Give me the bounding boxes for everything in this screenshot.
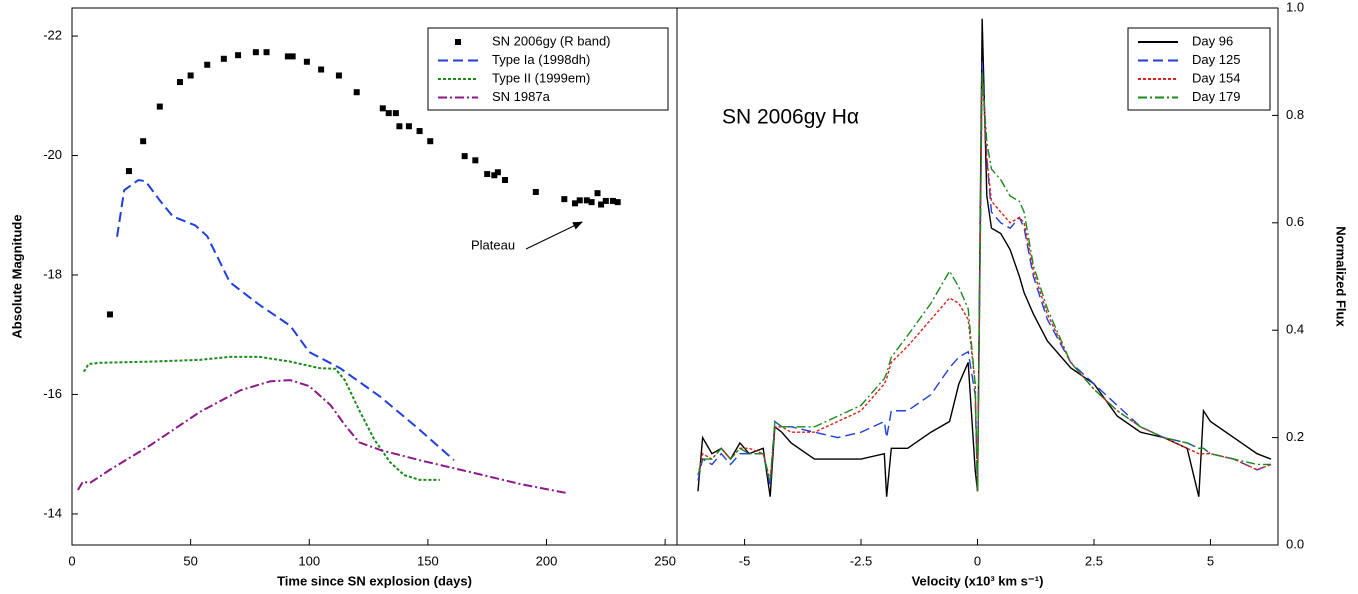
data-point [204, 61, 211, 68]
data-point [396, 123, 403, 130]
legend-marker [455, 39, 461, 45]
data-point [461, 153, 468, 160]
annotation: Plateau [471, 237, 515, 252]
y-tick-label: 0.4 [1286, 322, 1304, 337]
data-point [416, 128, 423, 135]
y-axis-label: Absolute Magnitude [9, 214, 24, 338]
y-tick-label: -18 [43, 266, 62, 281]
x-axis-label: Time since SN explosion (days) [277, 573, 472, 588]
legend-label: Type Ia (1998dh) [492, 52, 590, 67]
x-tick-label: -5 [739, 553, 751, 568]
annotation: SN 2006gy Hα [722, 106, 859, 129]
y-tick-label: 0.6 [1286, 214, 1304, 229]
data-point [335, 72, 342, 79]
data-point [220, 55, 227, 62]
data-point [263, 49, 270, 56]
legend-box [427, 27, 669, 111]
x-tick-label: 250 [654, 553, 676, 568]
y-tick-label: 0.8 [1286, 107, 1304, 122]
data-point [602, 197, 609, 204]
legend-label: Day 96 [1192, 33, 1233, 48]
series-line [697, 18, 1272, 497]
legend-label: Type II (1999em) [492, 70, 590, 85]
data-point [571, 200, 578, 207]
series-line [697, 72, 1272, 492]
legend-label: SN 2006gy (R band) [492, 33, 611, 48]
y-tick-label: -14 [43, 505, 62, 520]
data-point [235, 52, 242, 59]
plot-area [697, 18, 1272, 497]
data-point [106, 311, 113, 318]
data-point [405, 123, 412, 130]
data-point [427, 138, 434, 145]
data-point [561, 196, 568, 203]
x-tick-label: -2.5 [850, 553, 872, 568]
y-tick-label: 0.0 [1286, 536, 1304, 551]
y-tick-label: 0.2 [1286, 429, 1304, 444]
y-tick-label: -16 [43, 386, 62, 401]
data-point [156, 103, 163, 110]
y-tick-label: 1.0 [1286, 0, 1304, 14]
legend-label: SN 1987a [492, 89, 551, 104]
x-tick-label: 0 [68, 553, 75, 568]
x-tick-label: 2.5 [1085, 553, 1103, 568]
series-line [83, 355, 440, 481]
data-point [614, 199, 621, 206]
data-point [379, 105, 386, 112]
x-tick-label: 0 [974, 553, 981, 568]
x-tick-label: 5 [1207, 553, 1214, 568]
data-point [532, 188, 539, 195]
series-line [697, 72, 1272, 492]
data-point [353, 89, 360, 96]
data-point [289, 53, 296, 60]
y-axis-label: Normalized Flux [1334, 226, 1349, 327]
data-point [583, 197, 590, 204]
x-tick-label: 200 [536, 553, 558, 568]
data-point [176, 79, 183, 86]
data-point [576, 197, 583, 204]
legend-label: Day 125 [1192, 52, 1240, 67]
data-point [318, 66, 325, 73]
data-point [385, 110, 392, 117]
data-point [140, 138, 147, 145]
data-point [598, 201, 605, 208]
data-point [594, 190, 601, 197]
y-tick-label: -20 [43, 147, 62, 162]
legend-label: Day 179 [1192, 89, 1240, 104]
x-tick-label: 100 [298, 553, 320, 568]
data-point [494, 169, 501, 176]
annotation-arrow [525, 221, 583, 250]
data-point [588, 199, 595, 206]
data-point [609, 197, 616, 204]
data-point [392, 110, 399, 117]
x-tick-label: 150 [417, 553, 439, 568]
data-point [252, 49, 259, 56]
data-point [284, 53, 291, 60]
data-point [187, 72, 194, 79]
x-tick-label: 50 [183, 553, 197, 568]
legend-label: Day 154 [1192, 70, 1240, 85]
data-point [125, 168, 132, 175]
plot-area [77, 49, 621, 495]
series-line [116, 178, 455, 461]
series-line [77, 379, 567, 495]
data-point [472, 157, 479, 164]
data-point [303, 58, 310, 65]
y-tick-label: -22 [43, 28, 62, 43]
x-axis-label: Velocity (x10³ km s⁻¹) [912, 573, 1044, 588]
data-point [484, 171, 491, 178]
data-point [501, 177, 508, 184]
data-point [491, 172, 498, 179]
